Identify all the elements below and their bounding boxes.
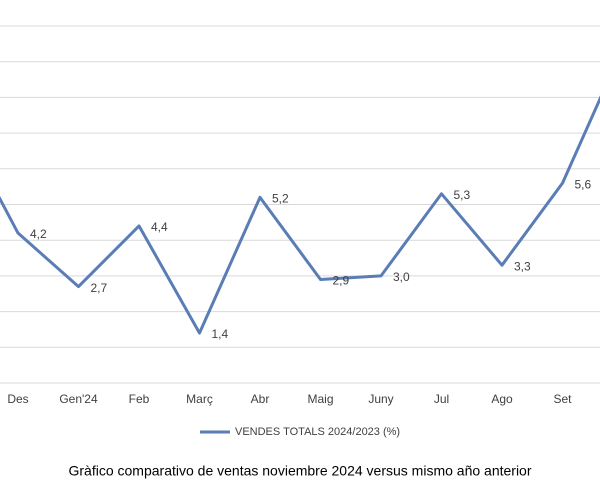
x-tick-label: Jul — [434, 392, 449, 406]
data-label: 5,3 — [454, 188, 471, 202]
chart-caption: Gràfico comparativo de ventas noviembre … — [69, 463, 532, 479]
x-tick-label: Ago — [491, 392, 513, 406]
data-label: 5,2 — [272, 192, 289, 206]
x-tick-label: Feb — [129, 392, 150, 406]
data-label: 4,4 — [151, 220, 168, 234]
data-line — [0, 95, 600, 335]
data-label: 2,7 — [91, 281, 108, 295]
legend-label: VENDES TOTALS 2024/2023 (%) — [235, 426, 400, 438]
x-tick-label: Abr — [251, 392, 270, 406]
x-tick-label: Des — [7, 392, 28, 406]
x-tick-label: Set — [553, 392, 572, 406]
data-label: 3,3 — [514, 259, 531, 273]
x-tick-label: Gen'24 — [59, 392, 98, 406]
data-label: 5,6 — [575, 177, 592, 191]
x-tick-label: Març — [186, 392, 213, 406]
data-label: 4,2 — [30, 227, 47, 241]
x-tick-label: Maig — [307, 392, 333, 406]
data-label: 3,0 — [393, 270, 410, 284]
data-label: 2,9 — [333, 274, 350, 288]
data-label: 1,4 — [212, 327, 229, 341]
x-tick-label: Juny — [368, 392, 393, 406]
